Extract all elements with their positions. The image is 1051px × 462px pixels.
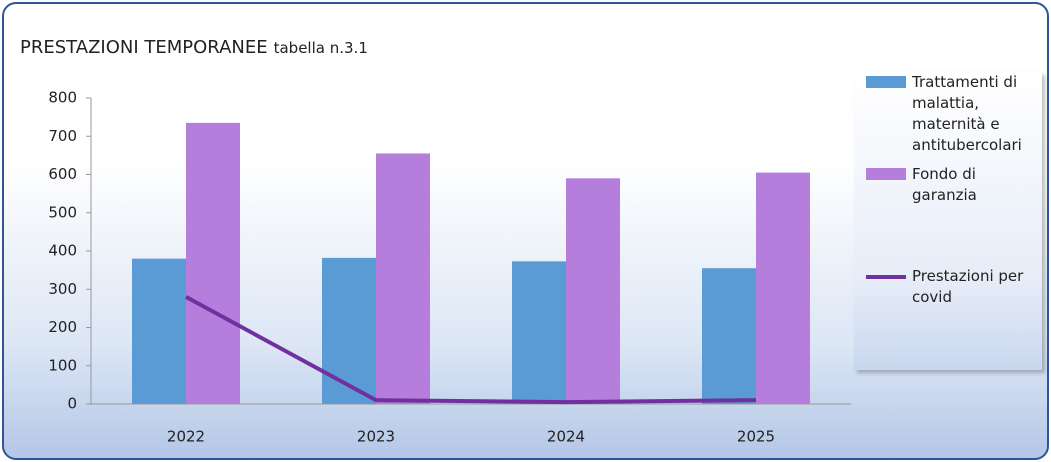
bar — [512, 261, 566, 404]
bar — [132, 258, 186, 404]
y-tick-label: 0 — [67, 395, 77, 413]
legend-label: Prestazioni per covid — [912, 267, 1024, 306]
line — [185, 295, 757, 405]
legend-item: Fondo di garanzia — [866, 164, 1042, 206]
bar — [322, 257, 376, 404]
y-tick-label: 100 — [48, 356, 77, 374]
y-tick-label: 400 — [48, 242, 77, 260]
legend-label: Trattamenti di malattia, maternità e ant… — [912, 73, 1022, 154]
y-tick-label: 800 — [48, 89, 77, 107]
bar — [702, 268, 756, 404]
legend-item: Trattamenti di malattia, maternità e ant… — [866, 72, 1042, 156]
bar — [756, 172, 810, 404]
legend: Trattamenti di malattia, maternità e ant… — [854, 72, 1042, 370]
title: PRESTAZIONI TEMPORANEE — [20, 37, 268, 58]
chart-title: PRESTAZIONI TEMPORANEE tabella n.3.1 — [20, 37, 368, 58]
y-tick-label: 300 — [48, 280, 77, 298]
legend-swatch — [866, 168, 906, 180]
x-tick-label: 2022 — [167, 428, 205, 446]
y-tick-label: 500 — [48, 203, 77, 221]
y-tick-label: 200 — [48, 318, 77, 336]
legend-swatch — [866, 76, 906, 88]
x-tick-label: 2023 — [357, 428, 395, 446]
legend-item: Prestazioni per covid — [866, 266, 1042, 308]
legend-swatch — [866, 275, 906, 279]
x-tick-label: 2024 — [547, 428, 585, 446]
subtitle: tabella n.3.1 — [274, 39, 368, 57]
bar — [186, 122, 240, 405]
bar — [376, 153, 430, 404]
x-tick-label: 2025 — [737, 428, 775, 446]
chart: PRESTAZIONI TEMPORANEE tabella n.3.1 0 100… — [20, 37, 851, 446]
y-tick-label: 700 — [48, 127, 77, 145]
legend-label: Fondo di garanzia — [912, 165, 977, 204]
bar — [566, 178, 620, 404]
y-tick-label: 600 — [48, 165, 77, 183]
